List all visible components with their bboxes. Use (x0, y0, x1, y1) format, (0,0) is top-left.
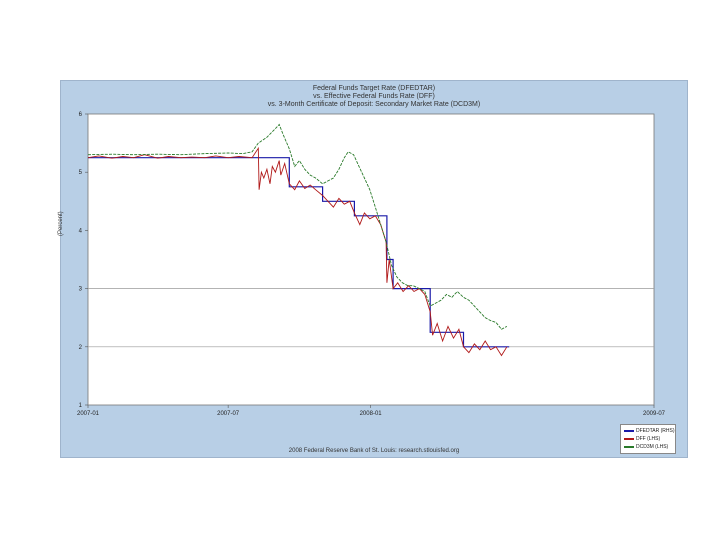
y-tick-label-5: 5 (79, 170, 83, 176)
legend-entry-target: DFEDTAR (RHS) (624, 427, 675, 435)
y-tick-label-6: 6 (79, 112, 83, 118)
legend-label-effective: DFF (LHS) (636, 436, 661, 442)
legend-entry-cd3m: DCD3M (LHS) (624, 443, 672, 451)
chart-credit: 2008 Federal Reserve Bank of St. Louis: … (288, 448, 460, 454)
legend-label-cd3m: DCD3M (LHS) (636, 444, 669, 450)
chart-title-line-2: vs. Effective Federal Funds Rate (DFF) (313, 93, 435, 100)
x-tick-label-2007-07: 2007-07 (217, 411, 240, 417)
series-line-effective (87, 146, 508, 357)
chart-title-line-1: Federal Funds Target Rate (DFEDTAR) (312, 85, 436, 92)
legend-label-target: DFEDTAR (RHS) (636, 428, 675, 434)
legend-swatch-target (624, 430, 634, 432)
y-tick-label-2: 2 (79, 345, 83, 351)
legend-swatch-cd3m (624, 446, 634, 448)
series-line-target (88, 157, 510, 348)
y-tick-label-4: 4 (79, 228, 83, 234)
x-tick-label-2008-01: 2008-01 (360, 411, 383, 417)
y-axis-label: (Percent) (58, 211, 64, 236)
legend-entry-effective: DFF (LHS) (624, 435, 672, 443)
y-tick-label-3: 3 (79, 287, 83, 293)
series-line-cd3m (87, 123, 508, 330)
x-tick-label-2007-01: 2007-01 (77, 411, 100, 417)
chart-legend: DFEDTAR (RHS) DFF (LHS) DCD3M (LHS) (620, 424, 676, 454)
plot-area (87, 113, 655, 406)
chart-title-line-3: vs. 3-Month Certificate of Deposit: Seco… (267, 101, 481, 108)
y-tick-label-1: 1 (79, 403, 83, 409)
x-tick-label-2009-07: 2009-07 (643, 411, 666, 417)
legend-swatch-effective (624, 438, 634, 440)
